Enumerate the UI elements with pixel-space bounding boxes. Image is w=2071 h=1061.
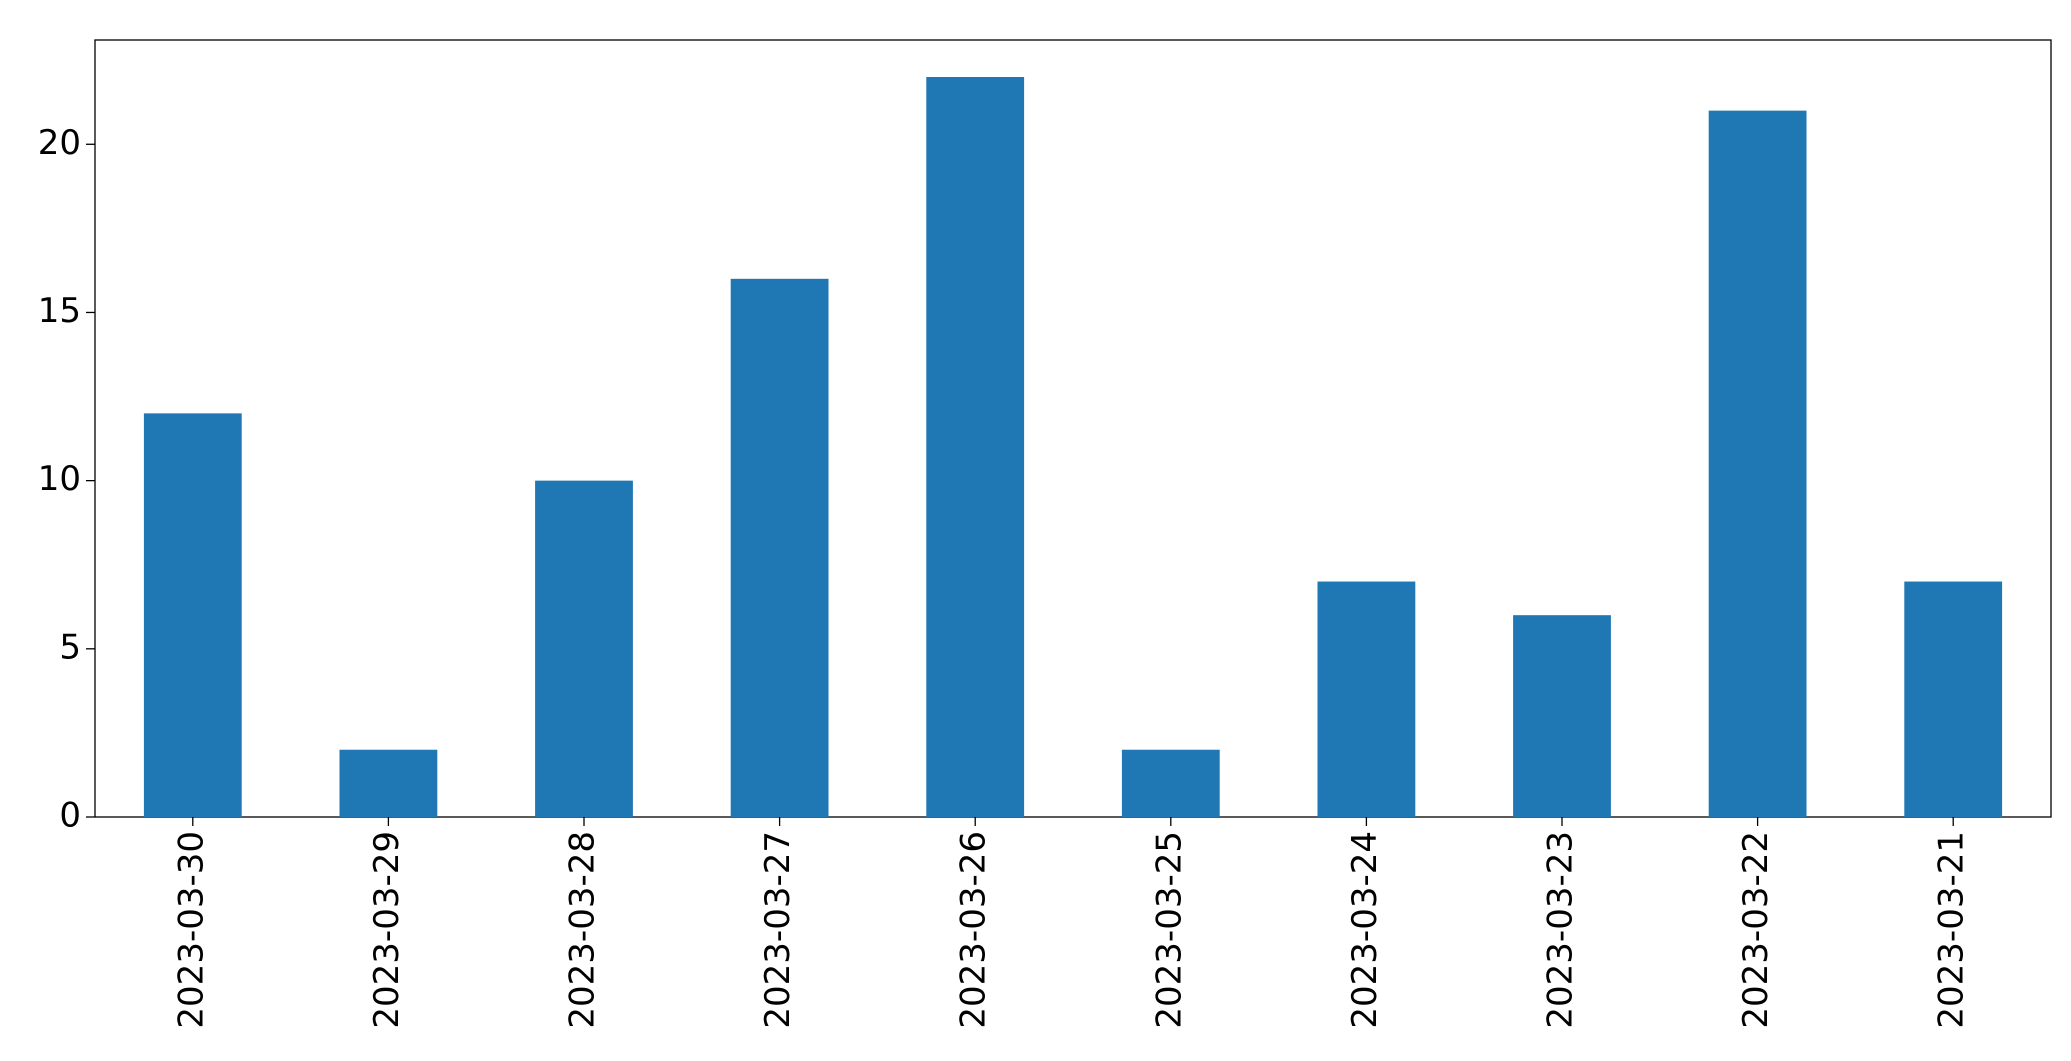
bar <box>339 749 438 817</box>
bar <box>535 480 633 817</box>
x-tick-label: 2023-03-28 <box>563 831 603 1029</box>
x-tick-label: 2023-03-22 <box>1736 831 1776 1029</box>
bar <box>926 77 1025 817</box>
x-tick-label: 2023-03-25 <box>1149 831 1189 1029</box>
x-tick-label: 2023-03-27 <box>758 831 798 1029</box>
bar <box>1708 110 1807 818</box>
y-tick-label: 15 <box>38 291 81 331</box>
bar <box>1904 581 2003 817</box>
y-tick-label: 0 <box>59 796 81 836</box>
x-tick-label: 2023-03-21 <box>1932 831 1972 1029</box>
y-tick-label: 20 <box>38 123 81 163</box>
bar <box>143 413 242 817</box>
plot-frame <box>94 39 2052 818</box>
x-tick-label: 2023-03-23 <box>1541 831 1581 1029</box>
bar <box>1317 581 1416 817</box>
bar <box>1513 615 1611 817</box>
bar <box>1121 749 1220 817</box>
y-tick-label: 5 <box>59 627 81 667</box>
bar <box>730 278 829 817</box>
x-tick-label: 2023-03-30 <box>171 831 211 1029</box>
x-tick-label: 2023-03-24 <box>1345 831 1385 1029</box>
x-tick-label: 2023-03-29 <box>367 831 407 1029</box>
x-tick-label: 2023-03-26 <box>954 831 994 1029</box>
y-tick-label: 10 <box>38 459 81 499</box>
